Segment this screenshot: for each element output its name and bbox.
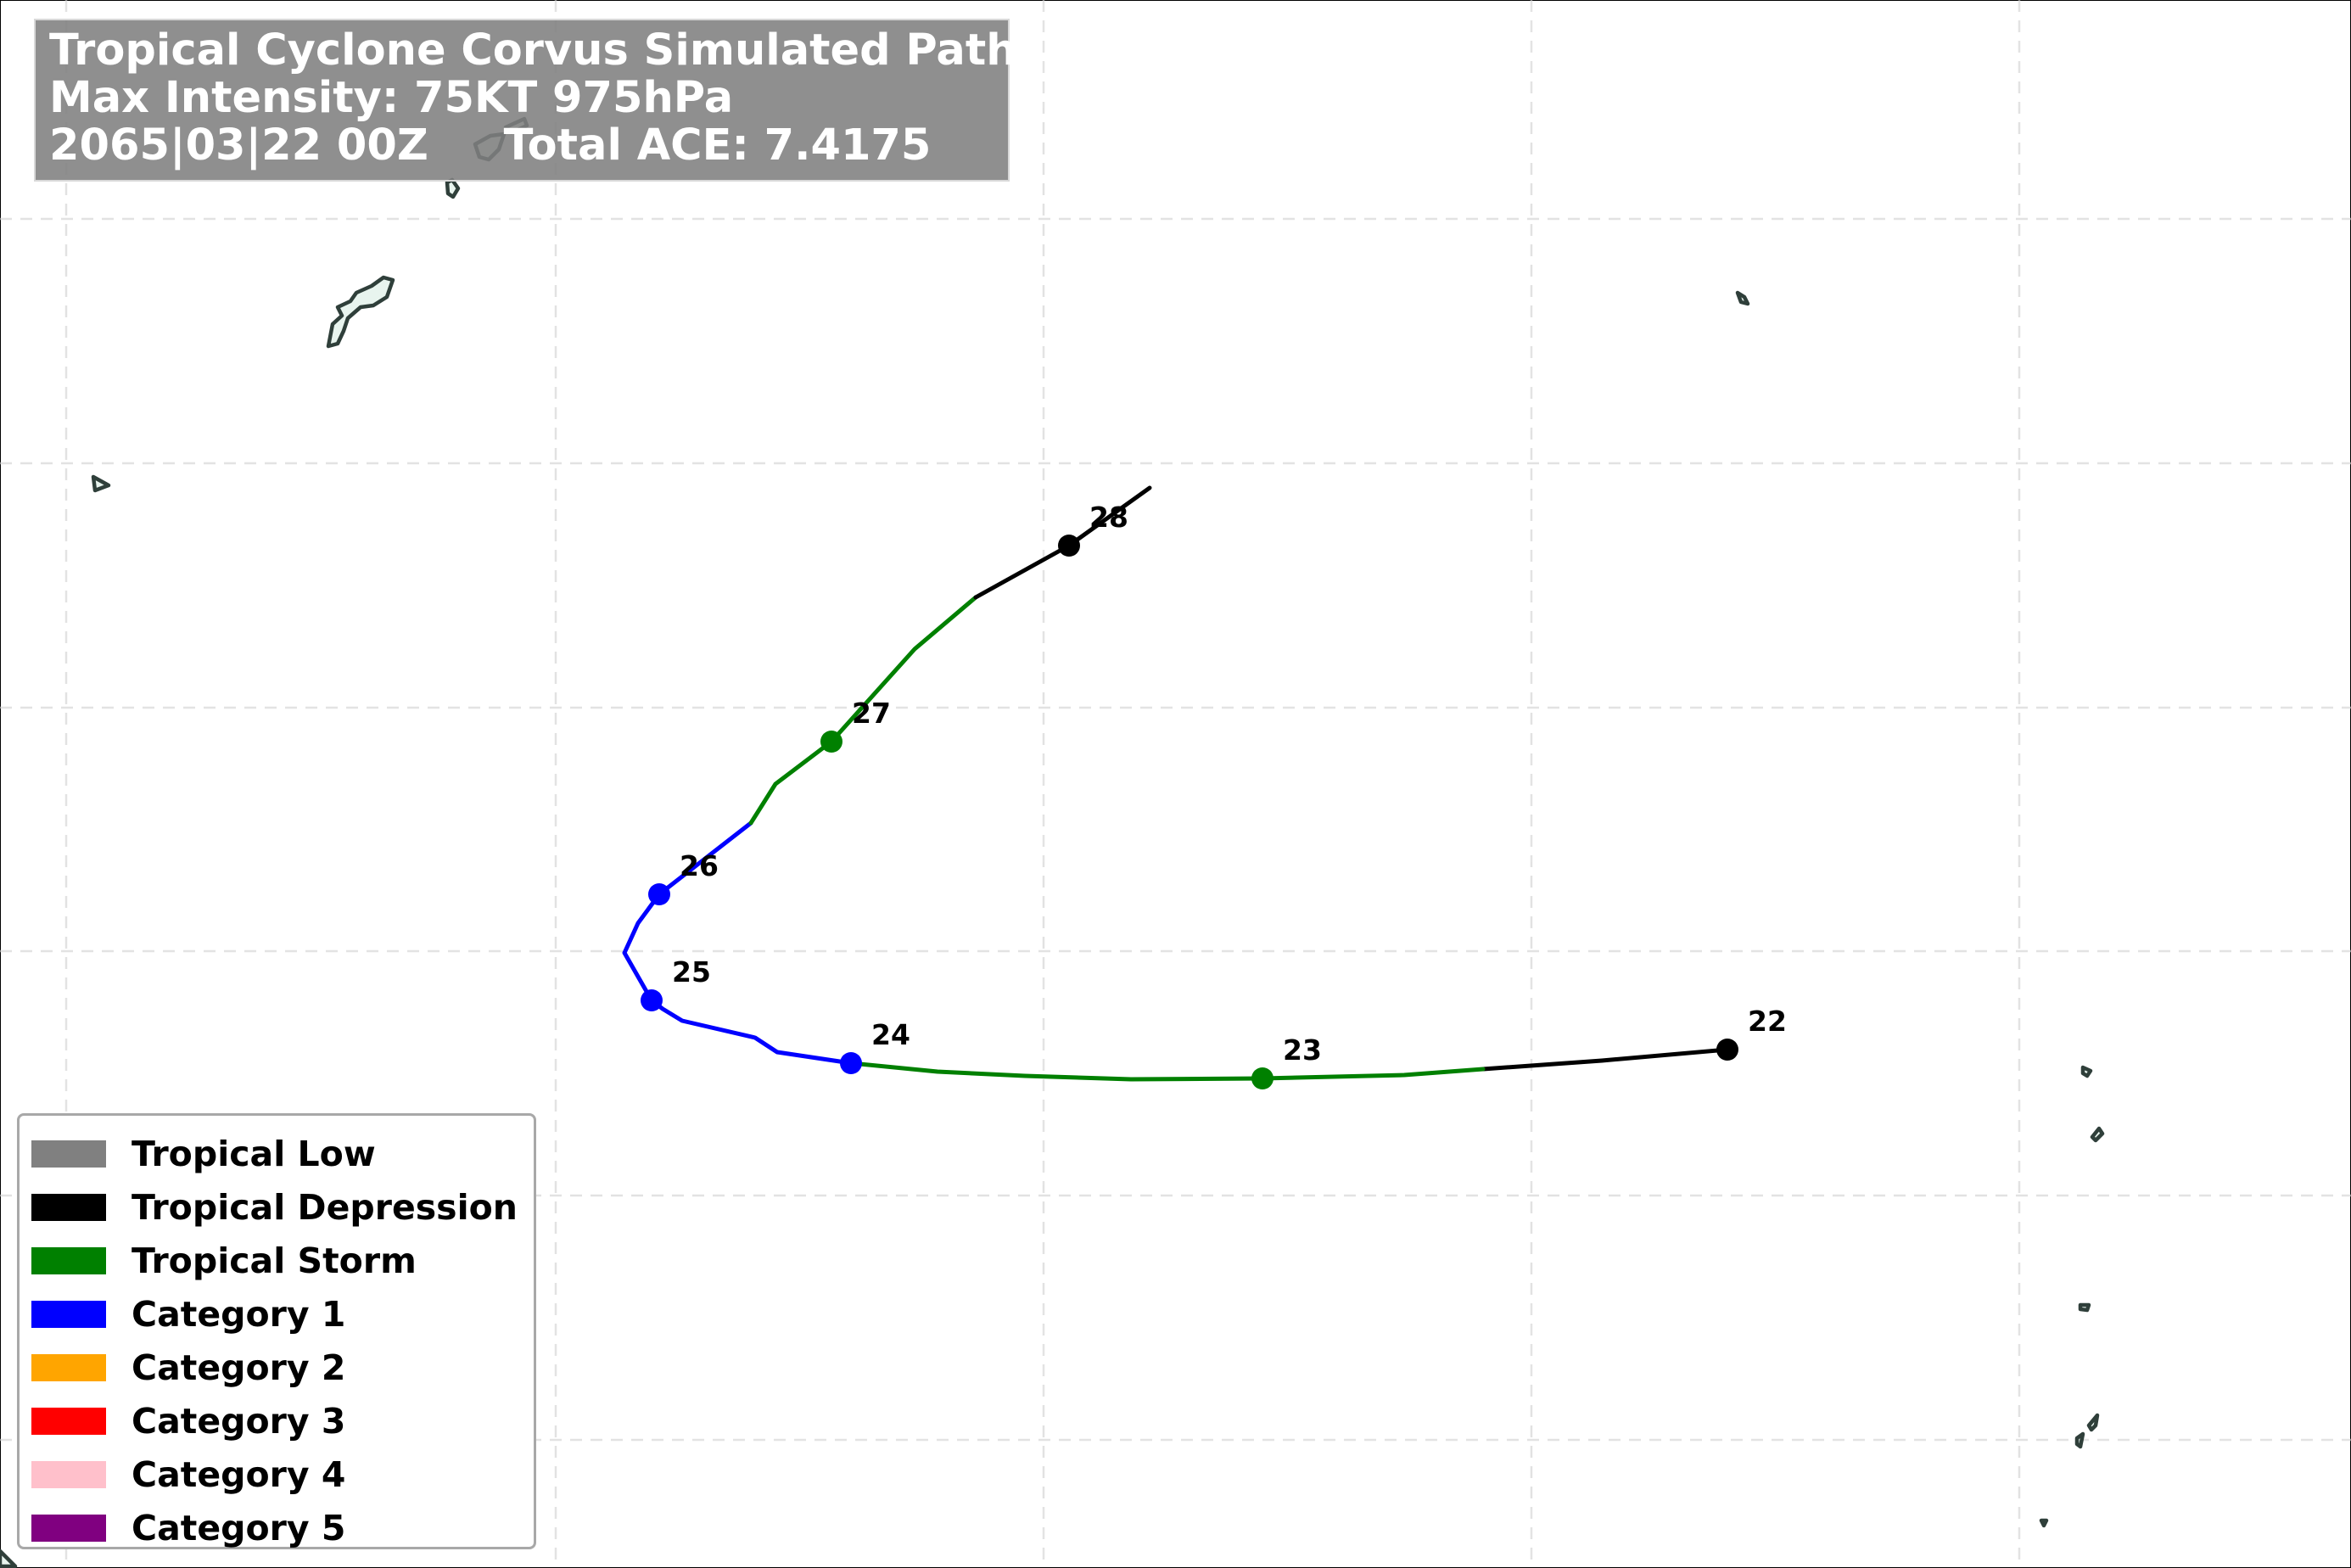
legend-swatch (31, 1247, 106, 1274)
legend-label: Tropical Low (132, 1134, 376, 1174)
legend: Tropical Low Tropical Depression Tropica… (17, 1113, 536, 1549)
track-segment-depression (1481, 1047, 1730, 1072)
legend-label: Category 2 (132, 1347, 346, 1388)
legend-item-category-2: Category 2 (31, 1347, 345, 1389)
legend-item-category-1: Category 1 (31, 1293, 345, 1336)
legend-item-category-3: Category 3 (31, 1400, 345, 1442)
legend-item-tropical-low: Tropical Low (31, 1133, 376, 1175)
legend-label: Category 3 (132, 1401, 346, 1442)
legend-swatch (31, 1515, 106, 1542)
island (2090, 1126, 2105, 1143)
day-labels: 22 23 24 25 26 27 28 (672, 501, 1787, 1067)
track-marker-23 (1251, 1067, 1273, 1089)
legend-item-category-5: Category 5 (31, 1507, 345, 1549)
track-marker-28 (1058, 535, 1080, 557)
title-line-name: Tropical Cyclone Corvus Simulated Path (49, 25, 1017, 76)
track-marker-27 (820, 731, 842, 753)
legend-swatch (31, 1461, 106, 1488)
title-line-intensity: Max Intensity: 75KT 975hPa (49, 73, 734, 123)
island (0, 1548, 18, 1568)
legend-item-tropical-storm: Tropical Storm (31, 1240, 417, 1282)
island (91, 474, 111, 493)
legend-item-category-4: Category 4 (31, 1453, 345, 1496)
track-marker-22 (1716, 1039, 1738, 1061)
legend-label: Tropical Storm (132, 1240, 417, 1281)
island (445, 177, 461, 199)
title-box: Tropical Cyclone Corvus Simulated Path M… (34, 19, 1017, 182)
day-label-28: 28 (1089, 501, 1128, 534)
island (2086, 1413, 2100, 1432)
legend-swatch (31, 1408, 106, 1435)
track-segment-storm (848, 1061, 1486, 1082)
day-label-27: 27 (852, 697, 891, 730)
island (2039, 1518, 2049, 1528)
day-label-26: 26 (680, 849, 719, 882)
legend-label: Category 5 (132, 1508, 346, 1548)
track-marker-26 (648, 883, 670, 905)
track-marker-25 (641, 989, 663, 1011)
island (2078, 1302, 2091, 1313)
island (1735, 290, 1750, 306)
island (2074, 1431, 2085, 1449)
island (326, 275, 395, 349)
legend-swatch (31, 1354, 106, 1381)
day-label-24: 24 (871, 1018, 910, 1051)
legend-swatch (31, 1194, 106, 1221)
track-segment-cat1 (622, 820, 854, 1066)
track-marker-24 (840, 1052, 862, 1074)
island (2080, 1065, 2093, 1078)
legend-swatch (31, 1140, 106, 1168)
day-label-25: 25 (672, 955, 711, 988)
title-line-date-ace: 2065|03|22 00Z Total ACE: 7.4175 (49, 120, 932, 171)
track-line (622, 485, 1730, 1082)
legend-label: Tropical Depression (132, 1187, 518, 1228)
legend-label: Category 1 (132, 1294, 346, 1335)
legend-swatch (31, 1301, 106, 1328)
legend-label: Category 4 (132, 1454, 346, 1495)
legend-item-tropical-depression: Tropical Depression (31, 1186, 518, 1229)
day-label-22: 22 (1748, 1005, 1787, 1038)
track-markers (641, 535, 1738, 1089)
day-label-23: 23 (1283, 1033, 1322, 1067)
